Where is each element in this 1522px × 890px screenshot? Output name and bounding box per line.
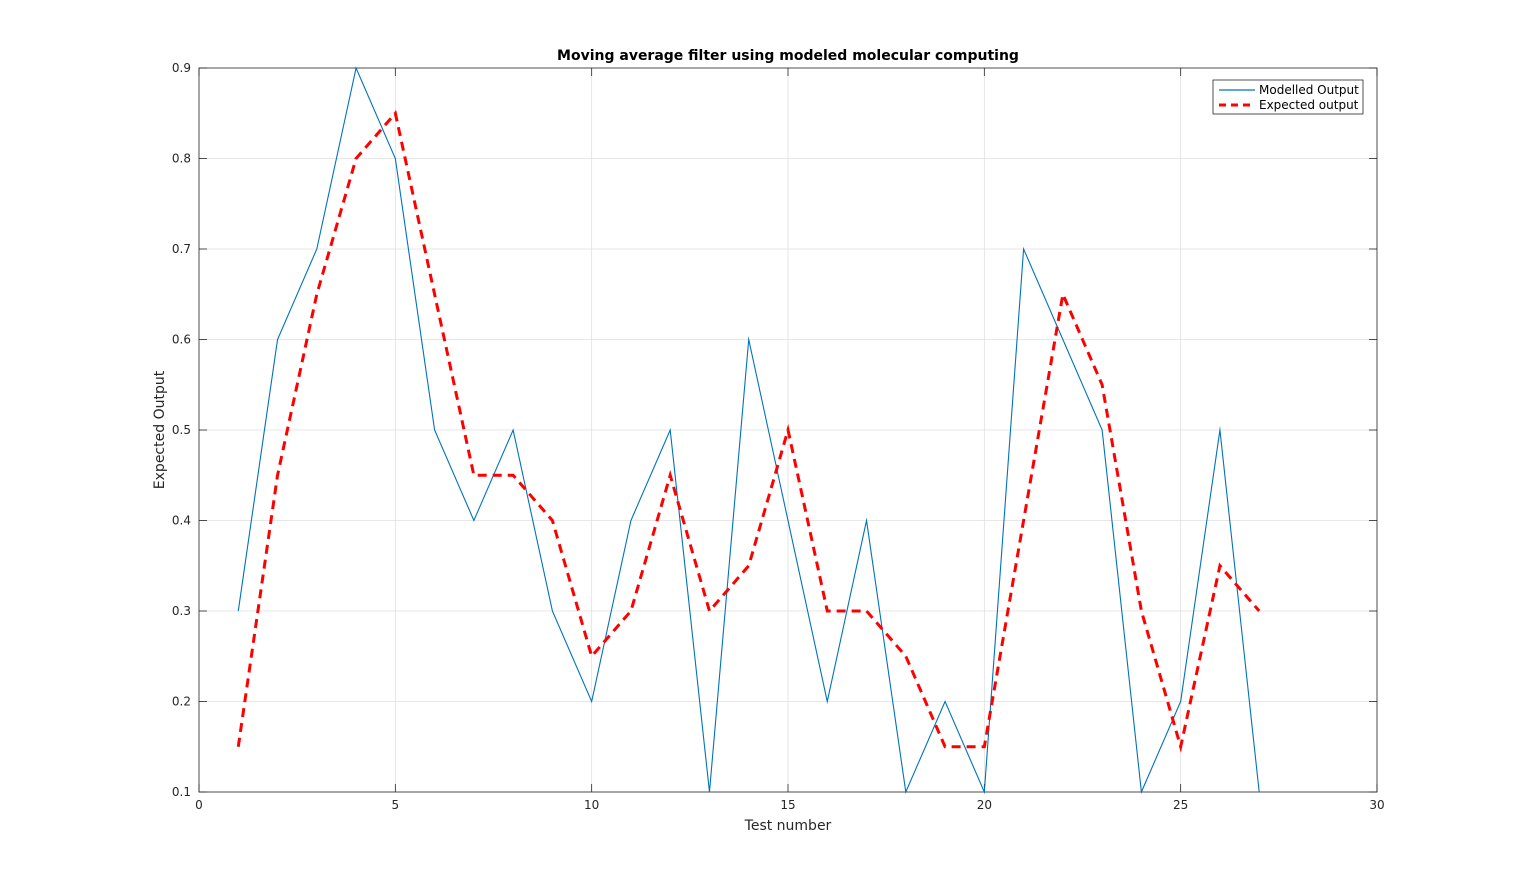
legend-box [1212,79,1364,115]
y-tick-label: 0.5 [172,423,191,437]
axis-ticks: 0 5 10 15 20 25 30 0.1 0.2 0.3 0.4 0.5 0.6 0.7 0.8 0.9 [172,61,1385,812]
y-axis-label: Expected Output [152,370,168,489]
y-tick-label: 0.7 [172,242,191,256]
chart-title: Moving average filter using modeled mole… [557,48,1019,64]
x-axis-label: Test number [744,818,832,834]
y-tick-label: 0.9 [172,61,191,75]
x-tick-label: 5 [392,798,400,812]
y-tick-label: 0.1 [172,785,191,799]
x-tick-label: 20 [977,798,992,812]
x-tick-label: 10 [584,798,599,812]
y-tick-label: 0.6 [172,333,191,347]
x-tick-label: 25 [1173,798,1188,812]
legend-label-modelled-output: Modelled Output [1259,83,1359,97]
series-lines [236,66,1261,795]
y-tick-label: 0.8 [172,152,191,166]
y-tick-label: 0.4 [172,514,191,528]
x-tick-label: 30 [1369,798,1384,812]
legend-label-expected-output: Expected output [1259,98,1359,112]
x-tick-label: 0 [195,798,203,812]
series-line-modelled-output [237,66,1260,795]
series-line-expected-output [236,110,1261,753]
y-tick-label: 0.2 [172,695,191,709]
y-tick-label: 0.3 [172,604,191,618]
x-tick-label: 15 [780,798,795,812]
legend: Modelled Output Expected output [1212,79,1364,115]
